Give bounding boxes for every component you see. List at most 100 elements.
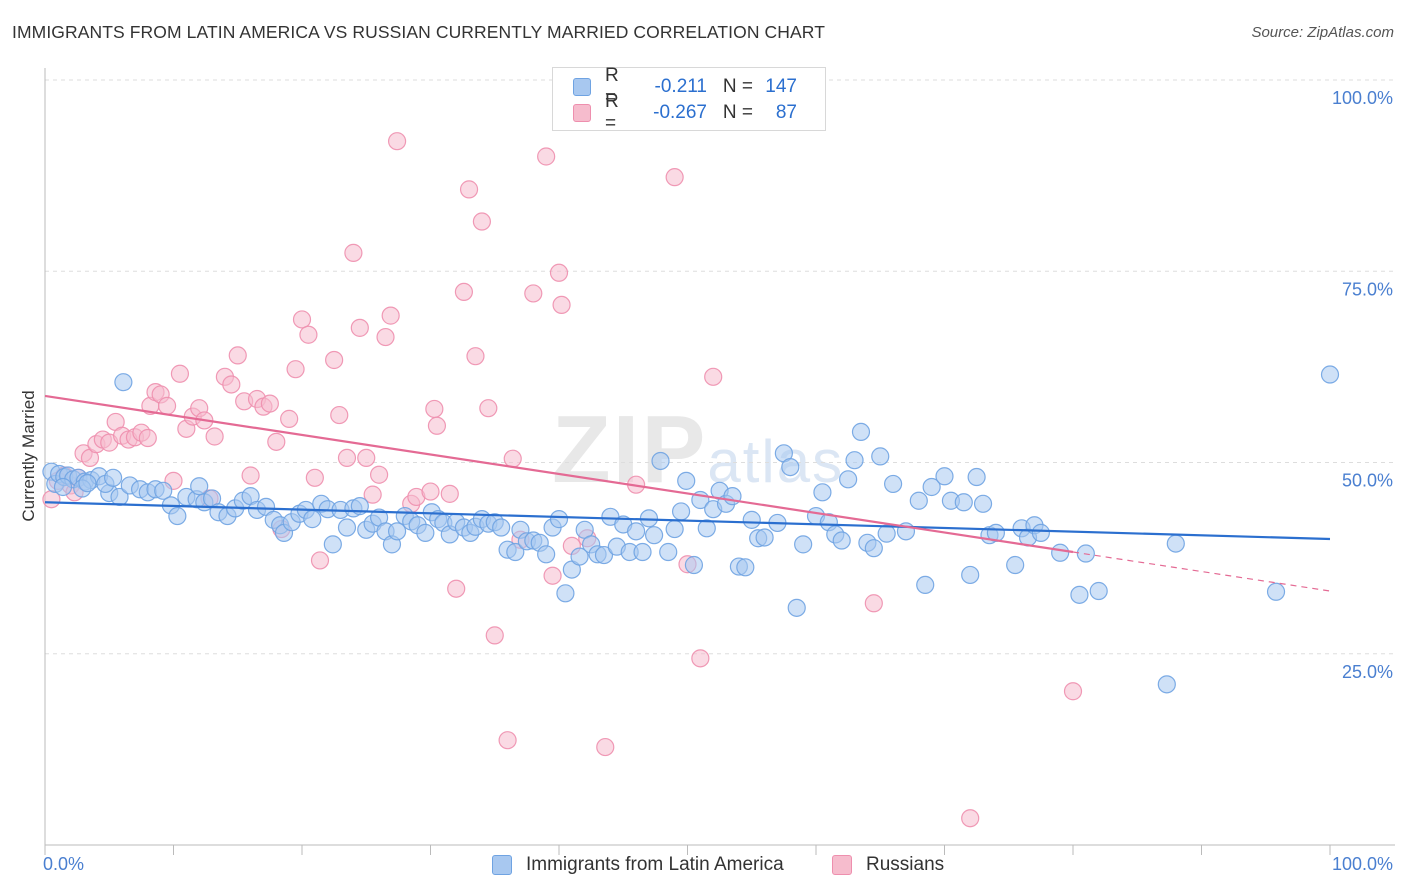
russians-point [503, 449, 522, 468]
stats-row-latin-america: R = -0.211 N = 147 [573, 65, 797, 108]
latin-america-point [492, 518, 511, 537]
russians-point [498, 731, 517, 750]
latin-america-point [922, 477, 941, 497]
n-value: 147 [765, 76, 797, 97]
russians-point [485, 626, 504, 645]
russians-point [305, 468, 324, 487]
latin-america-point [594, 545, 614, 565]
russians-point [228, 346, 247, 365]
latin-america-point [626, 522, 646, 541]
latin-america-point [1166, 534, 1185, 553]
latin-america-point [864, 539, 883, 558]
latin-america-point [1266, 582, 1286, 601]
latin-america-point [787, 598, 806, 617]
latin-america-point [781, 457, 800, 477]
russians-point [665, 168, 684, 187]
russians-point [549, 263, 569, 282]
russians-trend-line [44, 394, 1074, 554]
russians-point [363, 485, 382, 504]
r-label: R = [605, 91, 619, 134]
chart-title: IMMIGRANTS FROM LATIN AMERICA VS RUSSIAN… [12, 22, 826, 42]
latin-america-point [644, 526, 664, 545]
russians-point [241, 466, 260, 485]
russians-point [1063, 682, 1083, 701]
russians-point [440, 484, 459, 503]
latin-america-point [78, 474, 97, 493]
russians-point [170, 364, 190, 383]
russians-point [427, 416, 447, 435]
russians-points [42, 132, 1083, 828]
russians-point [299, 325, 318, 344]
latin-america-point [916, 575, 935, 595]
russians-point [330, 405, 349, 425]
latin-america-point [832, 531, 851, 550]
latin-america-point [1031, 523, 1050, 542]
latin-america-point [1006, 555, 1025, 575]
russians-point [222, 375, 241, 394]
russians-point [337, 448, 357, 468]
russians-point [138, 428, 157, 448]
latin-america-point [845, 451, 864, 470]
russians-point [472, 212, 491, 231]
russians-point [596, 737, 615, 757]
latin-america-point [303, 510, 322, 529]
latin-america-point [677, 471, 696, 490]
latin-america-point [954, 493, 973, 512]
russians-point [466, 347, 485, 366]
latin-america-point [1320, 365, 1340, 384]
russians-swatch [573, 104, 591, 122]
latin-america-point [877, 524, 896, 543]
latin-america-point [813, 483, 832, 502]
latin-america-point [973, 494, 993, 513]
latin-america-point [1157, 675, 1176, 694]
latin-america-point [556, 584, 575, 603]
r-value: -0.267 [653, 102, 707, 123]
latin-america-point [416, 523, 435, 542]
latin-america-point [190, 477, 209, 496]
legend-item-russians[interactable]: Russians [832, 852, 944, 878]
legend-item-latin-america[interactable]: Immigrants from Latin America [492, 852, 784, 878]
latin-america-point [114, 373, 133, 392]
russians-point [447, 579, 466, 598]
russians-point [704, 367, 723, 386]
latin-america-point [871, 447, 890, 466]
russians-point [310, 551, 330, 570]
latin-america-point [1051, 543, 1070, 562]
russians-point [381, 306, 400, 325]
russians-point [454, 282, 474, 302]
x-tick-label: 100.0% [1332, 854, 1393, 874]
latin-america-point [736, 558, 755, 577]
latin-america-point [1089, 581, 1108, 601]
russians-point [459, 180, 479, 199]
russians-point [267, 432, 286, 451]
russians-point [292, 310, 312, 329]
russians-point [350, 318, 369, 337]
r-value: -0.211 [654, 76, 707, 97]
latin-america-point [967, 467, 986, 487]
latin-america-point [659, 542, 678, 562]
latin-america-point [323, 535, 342, 554]
legend-label: Immigrants from Latin America [526, 854, 784, 875]
russians-point [425, 399, 444, 419]
latin-america-swatch [573, 78, 591, 96]
stats-row-russians: R = -0.267 N = 87 [573, 91, 797, 134]
latin-america-point [935, 467, 954, 486]
r-label: R = [605, 65, 619, 108]
latin-america-point [839, 470, 858, 489]
russians-point [376, 327, 395, 347]
latin-america-point [506, 542, 525, 562]
latin-america-point [53, 477, 73, 497]
russians-point [552, 295, 571, 315]
latin-america-point [665, 519, 684, 539]
russians-point [479, 399, 498, 418]
russians-point [357, 448, 376, 468]
latin-america-point [104, 468, 123, 487]
russians-point [864, 594, 883, 613]
russians-point [387, 132, 407, 151]
n-label: N = [722, 76, 753, 97]
russians-point [325, 350, 344, 370]
russians-point [370, 465, 389, 484]
russians-point [421, 482, 440, 501]
russians-point [157, 396, 177, 415]
